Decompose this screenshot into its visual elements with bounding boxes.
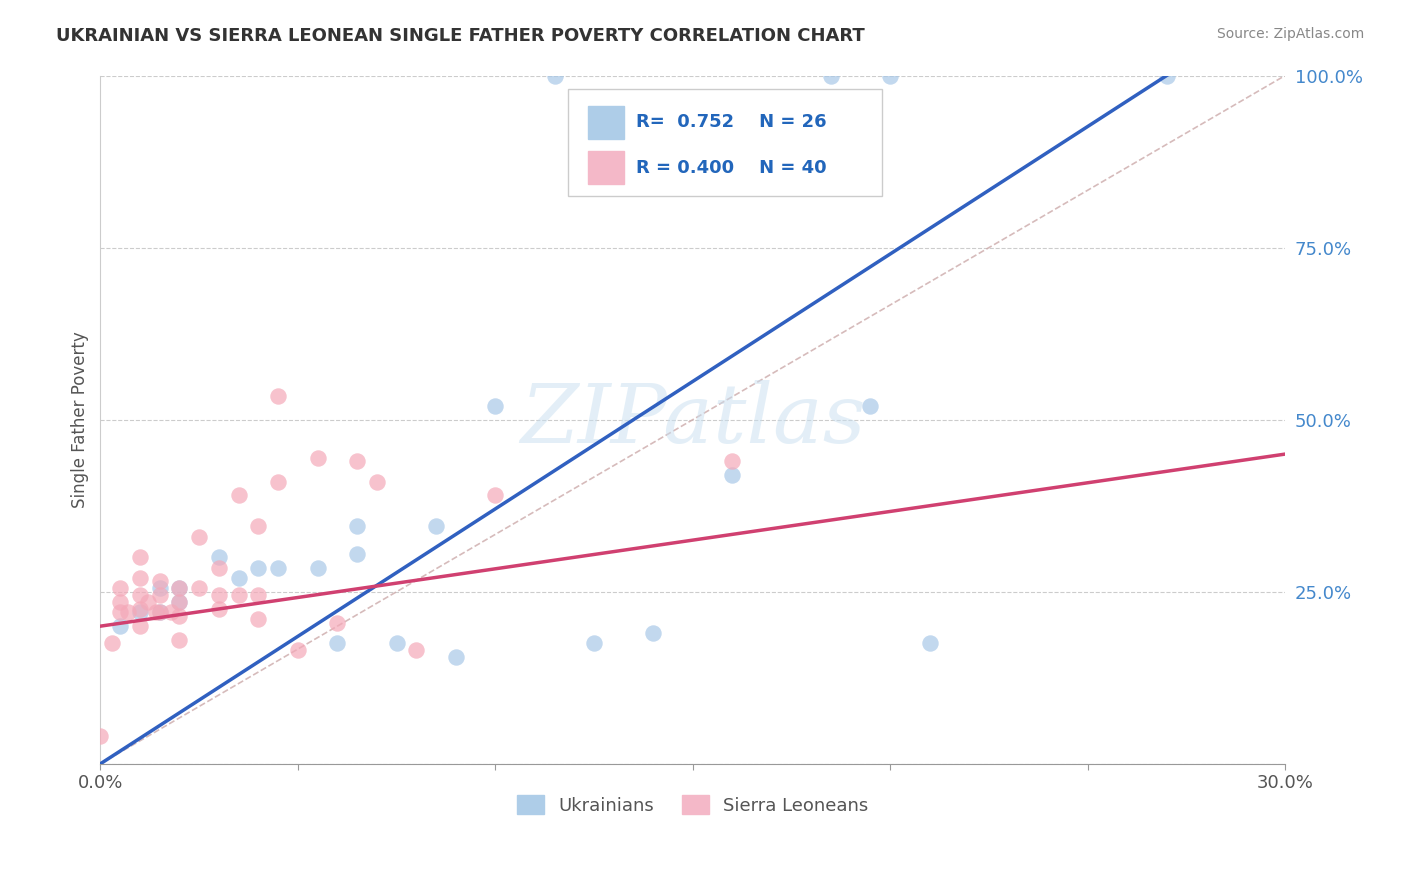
Text: ZIPatlas: ZIPatlas	[520, 380, 866, 459]
Point	[128, 606, 150, 620]
Point	[1156, 69, 1178, 83]
Point	[160, 606, 183, 620]
Point	[208, 560, 231, 574]
Point	[879, 69, 901, 83]
Point	[169, 582, 191, 596]
Point	[208, 588, 231, 602]
Point	[188, 530, 211, 544]
Point	[247, 588, 270, 602]
Point	[145, 606, 167, 620]
Point	[425, 519, 447, 533]
Point	[405, 643, 427, 657]
Point	[444, 650, 467, 665]
Point	[89, 729, 111, 743]
Point	[149, 582, 172, 596]
Point	[169, 582, 191, 596]
Point	[149, 574, 172, 589]
Point	[346, 547, 368, 561]
Y-axis label: Single Father Poverty: Single Father Poverty	[72, 331, 89, 508]
Point	[267, 475, 290, 489]
Point	[128, 550, 150, 565]
Point	[108, 595, 131, 609]
Point	[721, 454, 744, 468]
Point	[108, 606, 131, 620]
Point	[484, 399, 506, 413]
Point	[136, 595, 159, 609]
Point	[287, 643, 309, 657]
Point	[326, 615, 349, 630]
Point	[247, 519, 270, 533]
Point	[188, 582, 211, 596]
Point	[149, 606, 172, 620]
Point	[228, 571, 250, 585]
Text: R = 0.400    N = 40: R = 0.400 N = 40	[636, 159, 827, 177]
Point	[101, 636, 124, 650]
Point	[918, 636, 941, 650]
Point	[128, 619, 150, 633]
Point	[385, 636, 408, 650]
Point	[267, 560, 290, 574]
Point	[108, 582, 131, 596]
Point	[721, 467, 744, 482]
FancyBboxPatch shape	[589, 106, 624, 139]
Point	[346, 519, 368, 533]
Text: UKRAINIAN VS SIERRA LEONEAN SINGLE FATHER POVERTY CORRELATION CHART: UKRAINIAN VS SIERRA LEONEAN SINGLE FATHE…	[56, 27, 865, 45]
Point	[582, 636, 605, 650]
FancyBboxPatch shape	[589, 152, 624, 185]
Point	[326, 636, 349, 650]
Point	[169, 595, 191, 609]
Point	[247, 612, 270, 626]
Point	[346, 454, 368, 468]
Point	[307, 560, 329, 574]
Point	[366, 475, 388, 489]
Point	[543, 69, 565, 83]
Point	[484, 488, 506, 502]
Point	[128, 602, 150, 616]
Point	[169, 608, 191, 623]
Point	[108, 619, 131, 633]
Legend: Ukrainians, Sierra Leoneans: Ukrainians, Sierra Leoneans	[508, 786, 877, 823]
Point	[820, 69, 842, 83]
Point	[117, 606, 139, 620]
Point	[169, 595, 191, 609]
FancyBboxPatch shape	[568, 89, 883, 196]
Point	[267, 388, 290, 402]
Point	[643, 626, 665, 640]
Point	[228, 488, 250, 502]
Point	[149, 606, 172, 620]
Text: Source: ZipAtlas.com: Source: ZipAtlas.com	[1216, 27, 1364, 41]
Point	[859, 399, 882, 413]
Point	[228, 588, 250, 602]
Point	[149, 588, 172, 602]
Point	[307, 450, 329, 465]
Point	[169, 632, 191, 647]
Text: R=  0.752    N = 26: R= 0.752 N = 26	[636, 113, 827, 131]
Point	[208, 602, 231, 616]
Point	[128, 571, 150, 585]
Point	[128, 588, 150, 602]
Point	[208, 550, 231, 565]
Point	[247, 560, 270, 574]
